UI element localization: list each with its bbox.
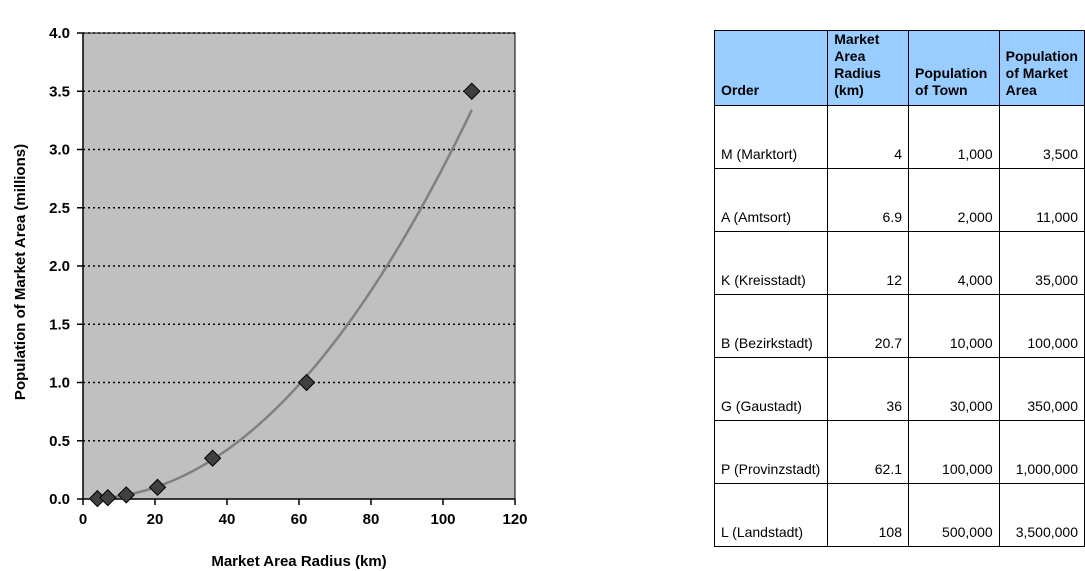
y-tick-label: 4.0 (49, 25, 70, 42)
market-population-cell: 3,500 (998, 105, 1085, 169)
table-header-row: Order Market Area Radius (km) Population… (713, 30, 1085, 106)
radius-cell: 108 (827, 483, 909, 547)
order-cell: L (Landstadt) (713, 483, 829, 547)
market-population-cell: 11,000 (998, 168, 1085, 232)
data-point (203, 449, 222, 467)
order-cell: M (Marktort) (713, 105, 829, 169)
x-tick-labels: 0 20 40 60 80 100 120 (79, 511, 528, 528)
x-axis-title: Market Area Radius (km) (211, 553, 386, 570)
table-row: P (Provinzstadt) 62.1 100,000 1,000,000 (713, 420, 1085, 484)
data-point (99, 489, 117, 507)
market-population-cell: 1,000,000 (998, 420, 1085, 484)
x-tick-label: 0 (79, 511, 87, 528)
market-hierarchy-table: Order Market Area Radius (km) Population… (713, 30, 1085, 547)
order-cell: K (Kreisstadt) (713, 231, 829, 295)
town-population-cell: 100,000 (908, 420, 1000, 484)
x-tick-label: 40 (219, 511, 236, 528)
data-point (297, 373, 316, 392)
y-tick-label: 2.5 (49, 200, 70, 217)
radius-cell: 4 (827, 105, 909, 169)
y-axis-title: Population of Market Area (millions) (12, 144, 29, 400)
x-tick-label: 80 (363, 511, 380, 528)
y-tick-label: 2.0 (49, 258, 70, 275)
radius-cell: 6.9 (827, 168, 909, 232)
x-tick-label: 60 (291, 511, 308, 528)
gridlines (83, 32, 515, 442)
y-tick-labels: 0.0 0.5 1.0 1.5 2.0 2.5 3.0 3.5 4.0 (49, 25, 70, 508)
header-town-population: Population of Town (908, 30, 1000, 106)
radius-cell: 62.1 (827, 420, 909, 484)
table-row: G (Gaustadt) 36 30,000 350,000 (713, 357, 1085, 421)
x-tick-label: 20 (147, 511, 164, 528)
town-population-cell: 10,000 (908, 294, 1000, 358)
table-row: K (Kreisstadt) 12 4,000 35,000 (713, 231, 1085, 295)
market-area-chart: 0 20 40 60 80 100 120 0.0 0.5 1.0 1.5 2.0 2.5 3.0 3.5… (12, 25, 528, 570)
town-population-cell: 500,000 (908, 483, 1000, 547)
town-population-cell: 30,000 (908, 357, 1000, 421)
market-population-cell: 3,500,000 (998, 483, 1085, 547)
y-tick-label: 1.5 (49, 316, 70, 333)
y-tick-label: 0.0 (49, 491, 70, 508)
market-population-cell: 35,000 (998, 231, 1085, 295)
table-row: L (Landstadt) 108 500,000 3,500,000 (713, 483, 1085, 547)
order-cell: B (Bezirkstadt) (713, 294, 829, 358)
data-points (88, 82, 481, 508)
table-row: M (Marktort) 4 1,000 3,500 (713, 105, 1085, 169)
y-tick-label: 1.0 (49, 375, 70, 392)
header-market-population: Population of Market Area (998, 30, 1085, 106)
market-population-cell: 350,000 (998, 357, 1085, 421)
data-point (463, 82, 481, 100)
radius-cell: 20.7 (827, 294, 909, 358)
header-order: Order (713, 30, 829, 106)
x-tick-label: 120 (502, 511, 527, 528)
town-population-cell: 1,000 (908, 105, 1000, 169)
x-tick-label: 100 (430, 511, 455, 528)
axes (77, 32, 516, 505)
header-radius: Market Area Radius (km) (827, 30, 909, 106)
order-cell: A (Amtsort) (713, 168, 829, 232)
order-cell: G (Gaustadt) (713, 357, 829, 421)
table-row: B (Bezirkstadt) 20.7 10,000 100,000 (713, 294, 1085, 358)
y-tick-label: 3.5 (49, 83, 70, 100)
y-tick-label: 0.5 (49, 433, 70, 450)
town-population-cell: 2,000 (908, 168, 1000, 232)
data-point (148, 478, 167, 497)
radius-cell: 36 (827, 357, 909, 421)
y-tick-label: 3.0 (49, 142, 70, 159)
data-point (117, 486, 135, 504)
radius-cell: 12 (827, 231, 909, 295)
town-population-cell: 4,000 (908, 231, 1000, 295)
table-row: A (Amtsort) 6.9 2,000 11,000 (713, 168, 1085, 232)
market-population-cell: 100,000 (998, 294, 1085, 358)
order-cell: P (Provinzstadt) (713, 420, 829, 484)
